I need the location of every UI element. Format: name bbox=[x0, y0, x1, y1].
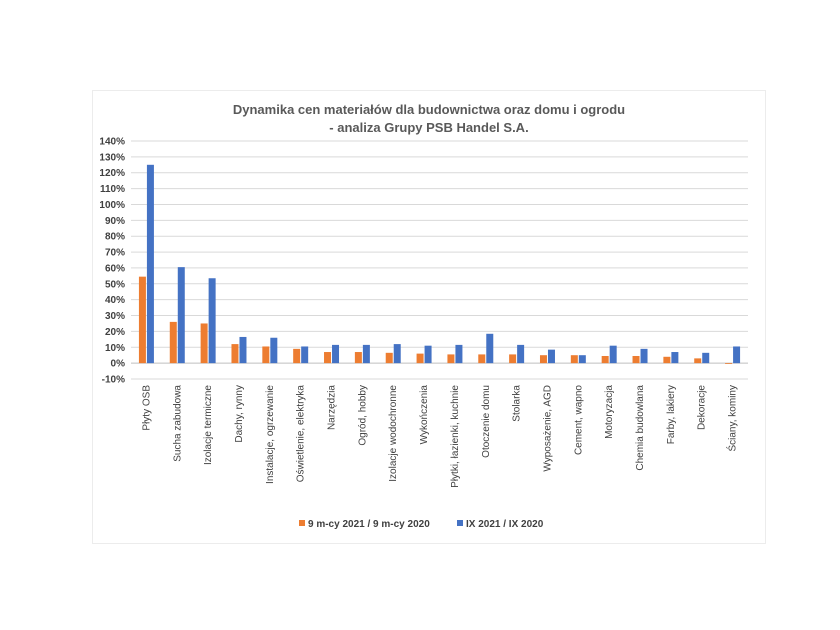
x-category-label: Otoczenie domu bbox=[481, 385, 492, 458]
x-category-label: Wyposażenie, AGD bbox=[542, 385, 553, 472]
x-category-label: Dachy, rynny bbox=[234, 385, 245, 443]
gridlines bbox=[131, 140, 748, 380]
bar-series-2 bbox=[671, 352, 679, 364]
bar-series-2 bbox=[486, 333, 494, 364]
bar-series-1 bbox=[447, 354, 455, 364]
y-tick-label: 70% bbox=[105, 248, 125, 259]
bar-series-1 bbox=[324, 352, 332, 364]
bar-series-1 bbox=[478, 354, 486, 364]
bar-series-1 bbox=[169, 321, 177, 364]
x-category-label: Dekoracje bbox=[697, 385, 708, 430]
bar-series-2 bbox=[609, 345, 617, 364]
bar-series-1 bbox=[200, 323, 208, 364]
legend-entry: 9 m-cy 2021 / 9 m-cy 2020 bbox=[308, 519, 430, 530]
y-tick-label: 40% bbox=[105, 295, 125, 306]
x-category-label: Izolacje wodochronne bbox=[388, 385, 399, 482]
bars bbox=[138, 164, 741, 364]
chart-title-line-1: Dynamika cen materiałów dla budownictwa … bbox=[233, 102, 625, 117]
bar-series-1 bbox=[416, 353, 424, 364]
x-category-label: Wykończenia bbox=[419, 385, 430, 445]
bar-series-1 bbox=[385, 352, 393, 364]
bar-series-1 bbox=[262, 346, 270, 364]
x-category-label: Instalacje, ogrzewanie bbox=[265, 385, 276, 484]
y-tick-label: 90% bbox=[105, 216, 125, 227]
y-tick-label: -10% bbox=[102, 375, 125, 386]
bar-series-1 bbox=[570, 355, 578, 364]
bar-series-1 bbox=[354, 352, 362, 364]
y-tick-label: 120% bbox=[99, 168, 125, 179]
y-tick-label: 60% bbox=[105, 263, 125, 274]
y-tick-label: 30% bbox=[105, 311, 125, 322]
bar-series-1 bbox=[725, 363, 733, 364]
bar-series-1 bbox=[601, 355, 609, 364]
x-category-label: Sucha zabudowa bbox=[172, 385, 183, 462]
x-category-label: Cement, wapno bbox=[573, 385, 584, 455]
bar-series-1 bbox=[293, 348, 301, 364]
x-category-label: Płytki, łazienki, kuchnie bbox=[450, 385, 461, 488]
y-tick-label: 50% bbox=[105, 279, 125, 290]
bar-series-2 bbox=[239, 336, 247, 364]
x-axis-category-labels: Płyty OSB Sucha zabudowa Izolacje termiczn… bbox=[141, 385, 738, 488]
bar-series-1 bbox=[138, 276, 146, 364]
bar-series-2 bbox=[424, 345, 432, 364]
bar-series-1 bbox=[539, 355, 547, 364]
bar-series-1 bbox=[509, 354, 517, 364]
bar-series-1 bbox=[694, 358, 702, 364]
y-tick-label: 140% bbox=[99, 137, 125, 148]
bar-series-2 bbox=[332, 344, 340, 364]
y-tick-label: 100% bbox=[99, 200, 125, 211]
y-tick-label: 20% bbox=[105, 327, 125, 338]
x-category-label: Izolacje termiczne bbox=[203, 385, 214, 465]
y-tick-label: 130% bbox=[99, 152, 125, 163]
y-axis-ticks: -10% 0% 10% 20% 30% 40% 50% 60% 70% 80% 90% 100% 110… bbox=[99, 137, 125, 386]
bar-series-2 bbox=[640, 348, 648, 364]
x-category-label: Stolarka bbox=[512, 385, 523, 422]
legend-swatch bbox=[457, 520, 463, 526]
bar-series-2 bbox=[702, 352, 710, 364]
bar-series-2 bbox=[393, 344, 401, 364]
bar-series-2 bbox=[177, 267, 185, 364]
chart-title-line-2: - analiza Grupy PSB Handel S.A. bbox=[329, 120, 528, 135]
bar-chart: Dynamika cen materiałów dla budownictwa … bbox=[99, 102, 748, 530]
legend: 9 m-cy 2021 / 9 m-cy 2020 IX 2021 / IX 20… bbox=[299, 519, 544, 530]
x-category-label: Chemia budowlana bbox=[635, 385, 646, 471]
x-category-label: Motoryzacja bbox=[604, 385, 615, 439]
x-category-label: Ogród, hobby bbox=[357, 385, 368, 446]
bar-series-2 bbox=[146, 164, 154, 364]
bar-series-1 bbox=[231, 344, 239, 364]
legend-swatch bbox=[299, 520, 305, 526]
x-category-label: Płyty OSB bbox=[141, 385, 152, 431]
bar-series-2 bbox=[733, 346, 741, 364]
bar-series-2 bbox=[208, 278, 216, 364]
bar-series-2 bbox=[362, 344, 370, 364]
y-tick-label: 80% bbox=[105, 232, 125, 243]
bar-series-1 bbox=[663, 356, 671, 364]
legend-entry: IX 2021 / IX 2020 bbox=[466, 519, 544, 530]
x-category-label: Oświetlenie, elektryka bbox=[296, 385, 307, 483]
bar-series-2 bbox=[270, 337, 278, 364]
chart-frame: Dynamika cen materiałów dla budownictwa … bbox=[92, 90, 766, 544]
x-category-label: Ściany, kominy bbox=[726, 385, 739, 452]
bar-series-2 bbox=[517, 344, 525, 364]
bar-series-2 bbox=[301, 346, 309, 364]
y-tick-label: 10% bbox=[105, 343, 125, 354]
bar-series-2 bbox=[547, 349, 555, 364]
x-category-label: Farby, lakiery bbox=[666, 385, 677, 444]
bar-series-2 bbox=[455, 344, 463, 364]
bar-series-1 bbox=[632, 355, 640, 364]
bar-series-2 bbox=[578, 355, 586, 364]
y-tick-label: 0% bbox=[111, 359, 126, 370]
x-category-label: Narzędzia bbox=[327, 385, 338, 430]
y-tick-label: 110% bbox=[100, 184, 125, 195]
